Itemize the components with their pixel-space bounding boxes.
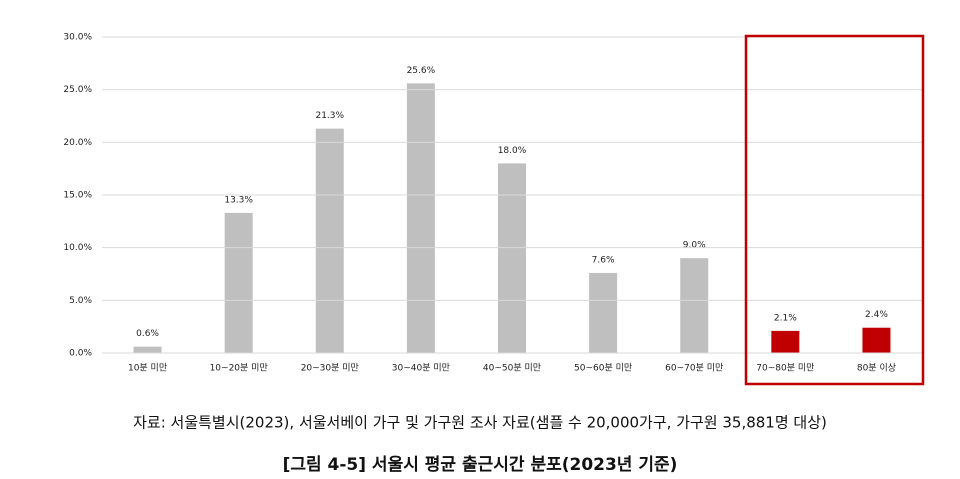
- y-tick-label: 20.0%: [63, 138, 92, 148]
- value-label: 2.1%: [774, 313, 797, 323]
- y-tick-label: 25.0%: [63, 85, 92, 95]
- bar: [224, 212, 253, 353]
- bar: [406, 83, 435, 353]
- value-label: 18.0%: [498, 146, 527, 156]
- value-label: 7.6%: [592, 255, 615, 265]
- value-label: 2.4%: [865, 310, 888, 320]
- bar: [771, 330, 800, 353]
- x-tick-label: 50~60분 미만: [574, 363, 632, 374]
- source-note: 자료: 서울특별시(2023), 서울서베이 가구 및 가구원 조사 자료(샘플…: [133, 414, 827, 432]
- value-label: 13.3%: [224, 195, 253, 205]
- x-tick-label: 30~40분 미만: [392, 363, 450, 374]
- y-tick-label: 10.0%: [63, 243, 92, 253]
- caption: [그림 4-5] 서울시 평균 출근시간 분포(2023년 기준): [283, 455, 678, 475]
- x-tick-label: 80분 이상: [857, 363, 896, 374]
- value-label: 25.6%: [407, 66, 436, 76]
- y-tick-label: 0.0%: [69, 349, 92, 359]
- value-label: 9.0%: [683, 241, 706, 251]
- y-tick-label: 5.0%: [69, 296, 92, 306]
- bar: [315, 128, 344, 353]
- value-label: 0.6%: [136, 329, 159, 339]
- x-tick-label: 60~70분 미만: [665, 363, 723, 374]
- value-label: 21.3%: [315, 111, 344, 121]
- x-tick-label: 10분 미만: [128, 363, 167, 374]
- x-tick-label: 20~30분 미만: [301, 363, 359, 374]
- bar: [862, 327, 891, 353]
- bar: [498, 163, 526, 353]
- x-tick-label: 10~20분 미만: [210, 363, 268, 374]
- bar: [680, 258, 709, 353]
- bar: [589, 272, 618, 353]
- bar: [133, 346, 162, 353]
- y-tick-label: 15.0%: [63, 191, 92, 201]
- x-tick-label: 40~50분 미만: [483, 363, 541, 374]
- x-tick-label: 70~80분 미만: [756, 363, 814, 374]
- highlight-box: [744, 34, 925, 386]
- y-tick-label: 30.0%: [63, 33, 92, 43]
